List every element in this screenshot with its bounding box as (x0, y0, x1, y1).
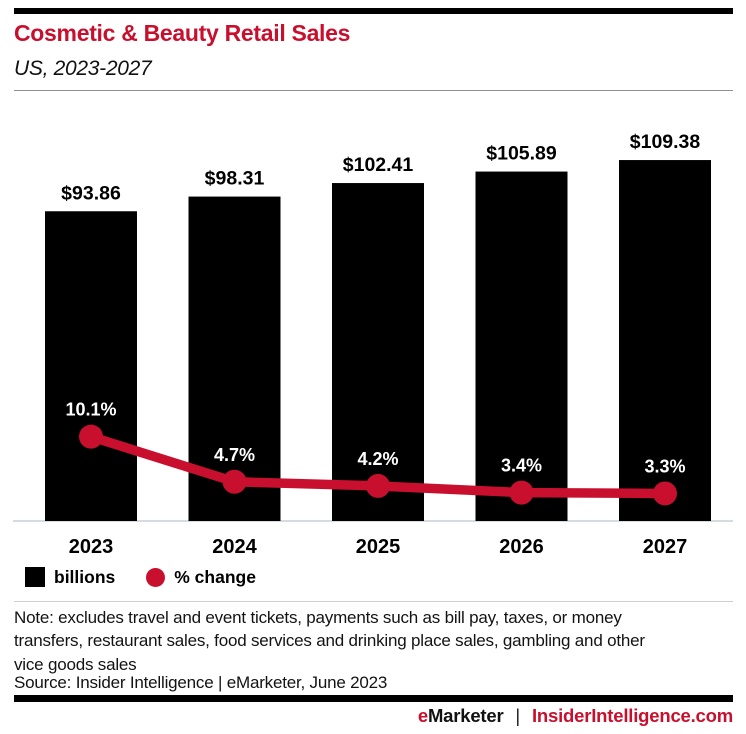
chart-canvas: $93.86 2023 $98.31 2024 $102.41 2025 $105.89 20… (13, 131, 733, 558)
line-point-2027 (653, 481, 677, 506)
emarketer-logo-e: e (417, 705, 428, 726)
pct-change-label: 4.7% (214, 445, 255, 465)
bar-2027 (619, 160, 711, 521)
line-series-label: % change (174, 566, 256, 587)
top-accent-bar (14, 8, 733, 14)
chart-subtitle: US, 2023-2027 (14, 57, 152, 80)
bar-value-label: $105.89 (486, 143, 557, 165)
line-point-2024 (222, 469, 247, 494)
bar-value-label: $109.38 (630, 131, 701, 153)
pct-change-label: 3.4% (501, 456, 542, 476)
x-axis-tick-label: 2023 (69, 536, 114, 558)
footnote-divider (14, 601, 733, 602)
header-divider (14, 90, 733, 91)
note-line: transfers, restaurant sales, food servic… (14, 631, 645, 651)
bottom-accent-bar (14, 695, 733, 702)
source-line: Source: Insider Intelligence | eMarketer… (14, 673, 388, 692)
bar-series-label: billions (54, 566, 116, 587)
note-line: Note: excludes travel and event tickets,… (14, 608, 622, 627)
bar-2026 (475, 171, 568, 522)
line-point-2023 (79, 424, 103, 449)
line-point-2025 (366, 473, 390, 498)
chart-note: Note: excludes travel and event tickets,… (14, 606, 645, 676)
bar-value-label: $102.41 (343, 154, 414, 176)
note-line: vice goods sales (14, 654, 137, 674)
brand-footer: eMarketer | InsiderIntelligence.com (418, 705, 733, 727)
bar-value-label: $93.86 (61, 182, 121, 204)
x-axis-tick-label: 2025 (356, 536, 401, 558)
x-axis-tick-label: 2027 (643, 536, 688, 558)
insider-intelligence-url: InsiderIntelligence.com (531, 705, 733, 726)
pct-change-label: 10.1% (65, 400, 116, 420)
page-title: Cosmetic & Beauty Retail Sales (14, 20, 351, 46)
pct-change-label: 3.3% (644, 456, 685, 476)
emarketer-logo-rest: Marketer (427, 705, 504, 726)
footer-separator: | (515, 705, 521, 726)
x-axis-tick-label: 2026 (499, 536, 544, 558)
line-series-swatch (146, 567, 166, 587)
chart-legend: billions % change (25, 566, 256, 588)
bar-2023 (45, 211, 137, 521)
line-point-2026 (509, 480, 534, 505)
x-axis-tick-label: 2024 (212, 536, 257, 558)
bar-2025 (332, 183, 424, 521)
bar-value-label: $98.31 (205, 168, 265, 190)
bar-series-swatch (25, 567, 45, 587)
bar-2024 (188, 196, 281, 521)
emarketer-logo: eMarketer (418, 705, 504, 726)
pct-change-label: 4.2% (357, 449, 398, 469)
